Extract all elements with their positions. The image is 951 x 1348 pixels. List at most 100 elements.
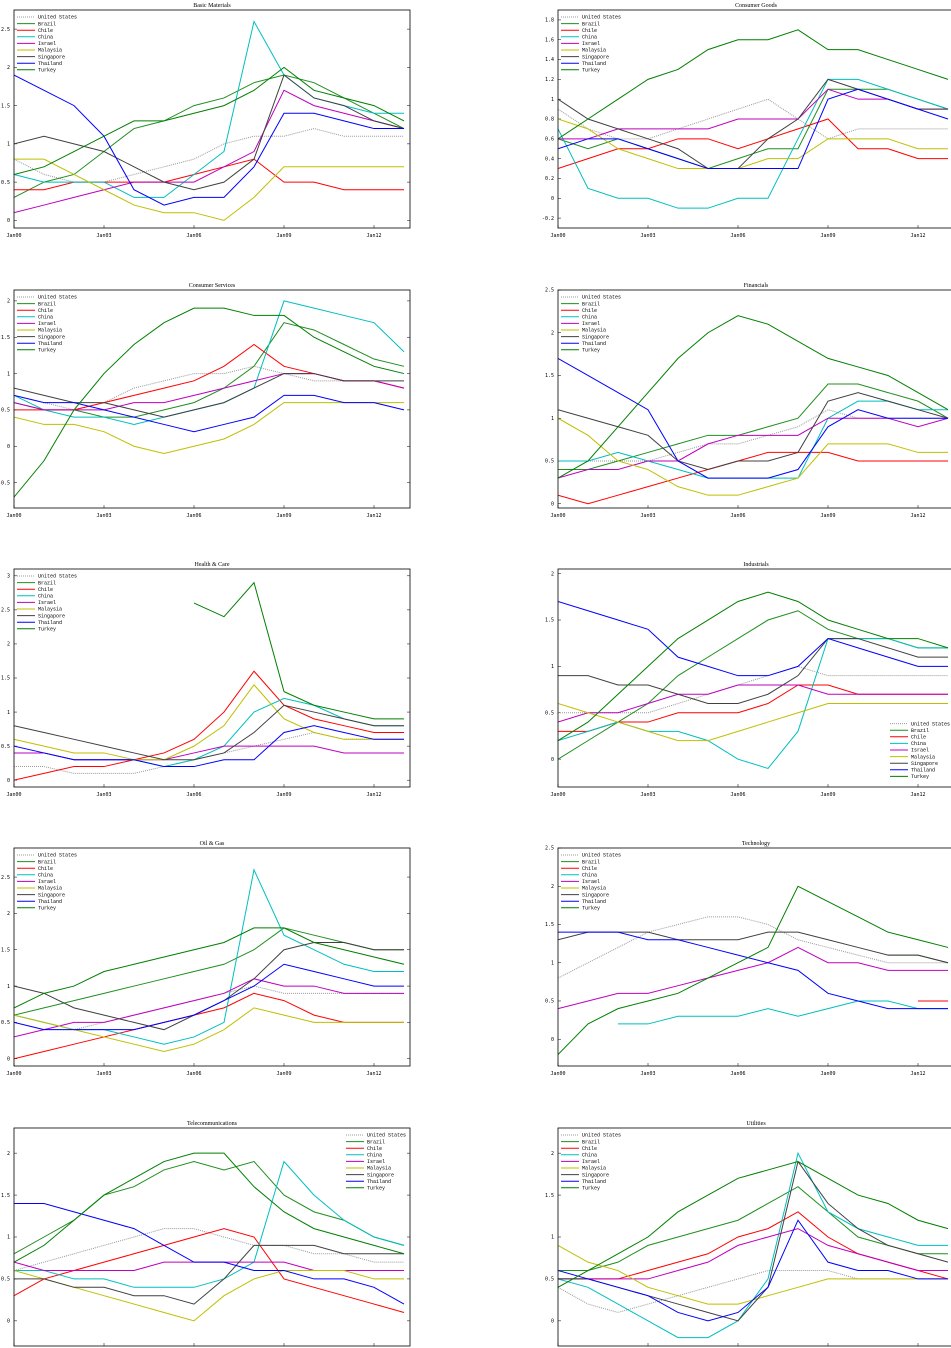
- legend-label: Turkey: [38, 348, 56, 354]
- chart-title: Consumer Services: [189, 283, 236, 289]
- series-line: [558, 684, 948, 732]
- legend-label: Malaysia: [582, 48, 606, 54]
- series-line: [558, 946, 948, 1010]
- legend: United StatesBrazilChileChinaIsraelMalay…: [561, 1133, 621, 1192]
- series-line: [558, 29, 949, 140]
- series-line: [14, 373, 404, 418]
- x-tick-label: Jan03: [96, 233, 111, 239]
- legend-label: United States: [38, 853, 77, 859]
- series-line: [14, 1160, 405, 1288]
- y-tick-label: 1: [551, 416, 554, 422]
- series-group: [14, 868, 405, 1060]
- series-line: [14, 89, 405, 214]
- legend-label: Chile: [582, 866, 597, 872]
- x-tick-label: Jan09: [820, 513, 835, 519]
- legend-label: Turkey: [367, 1186, 385, 1192]
- legend-label: Singapore: [367, 1172, 394, 1178]
- legend: United StatesBrazilChileChinaIsraelMalay…: [561, 295, 621, 354]
- legend-label: Singapore: [582, 54, 609, 60]
- legend-label: United States: [38, 574, 77, 580]
- y-tick-label: 2.5: [1, 27, 10, 33]
- series-line: [558, 392, 949, 471]
- y-tick-label: 0.6: [545, 137, 554, 143]
- series-line: [14, 704, 404, 761]
- legend-label: Thailand: [38, 620, 62, 626]
- y-tick-label: 1.5: [1, 1193, 10, 1199]
- legend: United StatesBrazilChileChinaIsraelMalay…: [561, 15, 621, 74]
- legend-label: United States: [38, 295, 77, 301]
- legend-label: Israel: [38, 41, 56, 47]
- chart: Industrials 0 0.5 1 1.5 2 Jan00 Jan03 Jan06 Jan09…: [545, 562, 951, 798]
- series-line: [14, 128, 404, 183]
- legend-label: Thailand: [367, 1179, 391, 1185]
- legend-label: Israel: [911, 748, 929, 754]
- series-line: [558, 638, 948, 705]
- y-tick-label: 0.5: [545, 999, 554, 1005]
- legend-label: Brazil: [582, 21, 600, 27]
- x-tick-label: Jan00: [550, 792, 565, 798]
- legend-label: Chile: [582, 308, 597, 314]
- series-line: [14, 868, 404, 1045]
- series-line: [14, 365, 405, 411]
- y-tick-label: 2: [7, 299, 10, 305]
- legend-label: Thailand: [38, 61, 62, 67]
- legend-label: Singapore: [911, 761, 938, 767]
- chart: Consumer Services -0.5 0 0.5 1 1.5 2 Jan00 Jan03…: [0, 283, 411, 519]
- series-line: [14, 373, 405, 411]
- legend-label: Brazil: [38, 301, 56, 307]
- series-line: [558, 1161, 949, 1288]
- series-group: [558, 591, 949, 770]
- legend-label: Singapore: [38, 54, 65, 60]
- series-line: [558, 600, 948, 677]
- x-tick-label: Jan09: [820, 792, 835, 798]
- y-tick-label: 1.5: [545, 1193, 554, 1199]
- chart-title: Utilities: [746, 1121, 766, 1127]
- legend-label: Brazil: [367, 1139, 385, 1145]
- legend-label: China: [582, 1153, 597, 1159]
- legend-label: Chile: [38, 587, 53, 593]
- series-line: [14, 1261, 404, 1272]
- series-line: [558, 591, 949, 742]
- y-tick-label: 1.5: [545, 373, 554, 379]
- legend-label: Turkey: [38, 906, 56, 912]
- legend-label: Israel: [38, 879, 56, 885]
- legend-label: United States: [911, 721, 950, 727]
- y-tick-label: 0: [7, 444, 10, 450]
- series-line: [558, 1186, 948, 1272]
- legend-label: Brazil: [38, 580, 56, 586]
- legend-label: Turkey: [582, 68, 600, 74]
- legend-label: Chile: [582, 1146, 597, 1152]
- y-tick-label: 0: [551, 1319, 554, 1325]
- x-tick-label: Jan00: [550, 233, 565, 239]
- series-line: [558, 400, 948, 479]
- y-tick-label: 2.5: [1, 608, 10, 614]
- y-tick-label: 0: [551, 757, 554, 763]
- legend-label: Singapore: [582, 334, 609, 340]
- legend-label: Chile: [367, 1146, 382, 1152]
- series-line: [558, 88, 949, 170]
- y-tick-label: 2.5: [545, 288, 554, 294]
- series-line: [14, 307, 405, 498]
- series-line: [14, 1007, 404, 1052]
- series-line: [558, 885, 949, 1055]
- chart-title: Industrials: [743, 562, 769, 568]
- legend-label: United States: [582, 1133, 621, 1139]
- plot-frame: [557, 1127, 951, 1347]
- series-line: [14, 725, 404, 768]
- x-tick-label: Jan00: [550, 1071, 565, 1077]
- legend-label: Thailand: [582, 61, 606, 67]
- y-tick-label: 1.8: [545, 18, 554, 24]
- chart: Financials 0 0.5 1 1.5 2 2.5 Jan00 Jan03 Jan06 Jan…: [545, 283, 951, 519]
- y-tick-label: 1: [551, 1235, 554, 1241]
- x-tick-label: Jan12: [910, 792, 925, 798]
- x-tick-label: Jan06: [186, 1071, 201, 1077]
- legend-label: Singapore: [582, 1172, 609, 1178]
- y-tick-label: 1: [7, 1235, 10, 1241]
- series-group: [14, 20, 405, 221]
- legend-label: United States: [582, 853, 621, 859]
- y-tick-label: 0.5: [1, 180, 10, 186]
- chart: Telecommunications00.511.52Jan00Jan03Jan…: [1, 1121, 411, 1347]
- series-line: [14, 684, 404, 761]
- y-tick-label: 2: [7, 1151, 10, 1157]
- legend-label: Thailand: [582, 899, 606, 905]
